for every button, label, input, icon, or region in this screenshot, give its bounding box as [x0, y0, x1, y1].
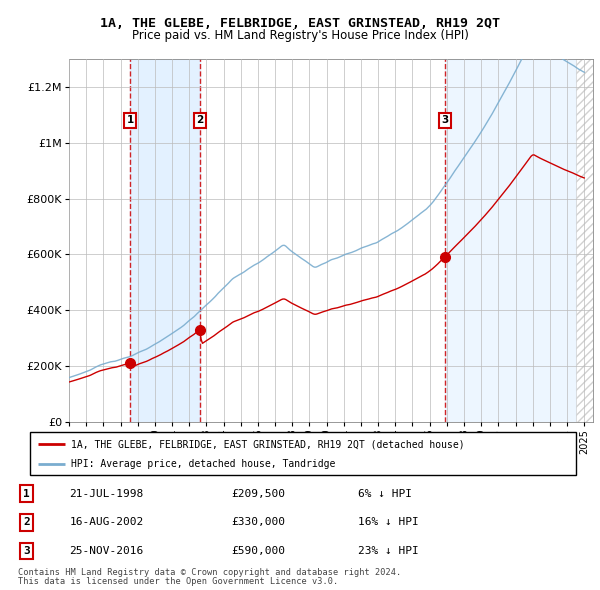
Text: 21-JUL-1998: 21-JUL-1998 [70, 489, 144, 499]
Text: 6% ↓ HPI: 6% ↓ HPI [358, 489, 412, 499]
FancyBboxPatch shape [30, 432, 576, 475]
Text: Contains HM Land Registry data © Crown copyright and database right 2024.: Contains HM Land Registry data © Crown c… [18, 568, 401, 576]
Text: 16-AUG-2002: 16-AUG-2002 [70, 517, 144, 527]
Bar [130, 59, 200, 422]
Text: 1A, THE GLEBE, FELBRIDGE, EAST GRINSTEAD, RH19 2QT (detached house): 1A, THE GLEBE, FELBRIDGE, EAST GRINSTEAD… [71, 440, 464, 450]
Text: HPI: Average price, detached house, Tandridge: HPI: Average price, detached house, Tand… [71, 460, 335, 469]
Text: This data is licensed under the Open Government Licence v3.0.: This data is licensed under the Open Gov… [18, 577, 338, 586]
Text: £209,500: £209,500 [231, 489, 285, 499]
Text: Price paid vs. HM Land Registry's House Price Index (HPI): Price paid vs. HM Land Registry's House … [131, 30, 469, 42]
Text: 23% ↓ HPI: 23% ↓ HPI [358, 546, 418, 556]
Bar [575, 59, 593, 422]
Text: 25-NOV-2016: 25-NOV-2016 [70, 546, 144, 556]
Text: 1: 1 [23, 489, 30, 499]
Text: 16% ↓ HPI: 16% ↓ HPI [358, 517, 418, 527]
Text: 2: 2 [196, 116, 203, 126]
Text: 1A, THE GLEBE, FELBRIDGE, EAST GRINSTEAD, RH19 2QT: 1A, THE GLEBE, FELBRIDGE, EAST GRINSTEAD… [100, 17, 500, 30]
Text: £330,000: £330,000 [231, 517, 285, 527]
Text: 1: 1 [127, 116, 134, 126]
Text: £590,000: £590,000 [231, 546, 285, 556]
Text: 2: 2 [23, 517, 30, 527]
Text: 3: 3 [23, 546, 30, 556]
Text: 3: 3 [442, 116, 449, 126]
Bar [445, 59, 575, 422]
